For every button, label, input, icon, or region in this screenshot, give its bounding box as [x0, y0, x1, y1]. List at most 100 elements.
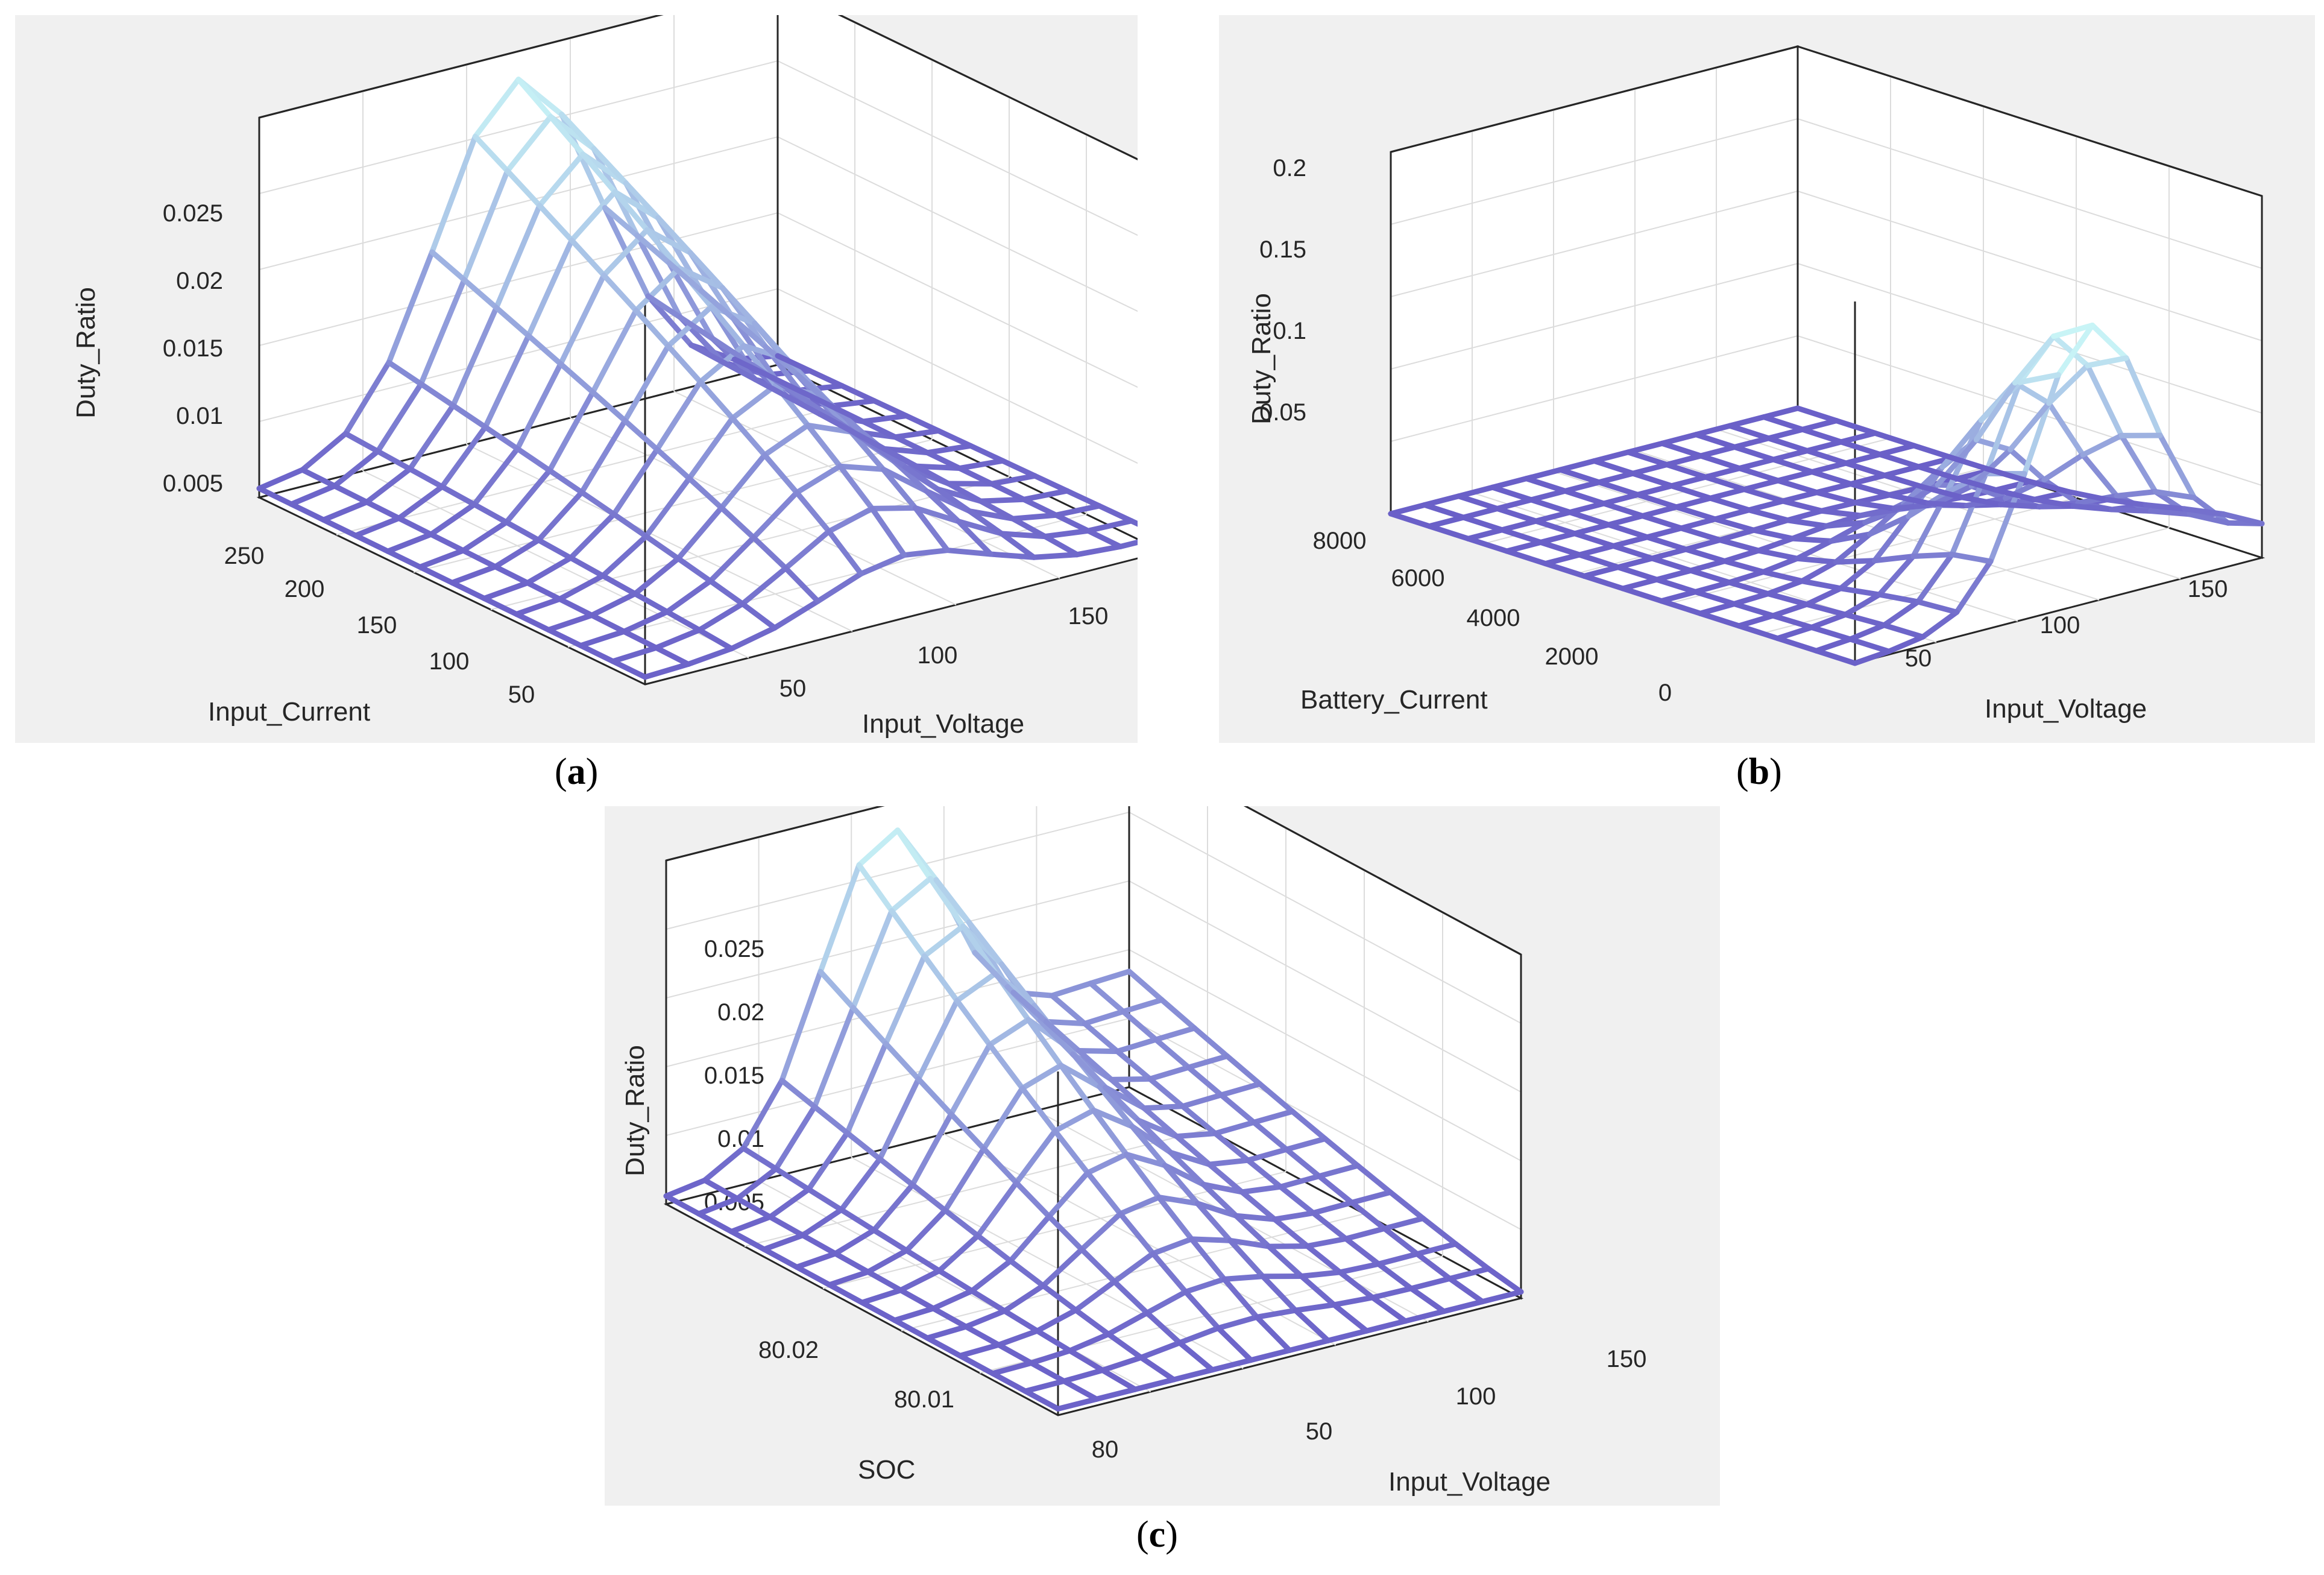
surface-mesh-line — [1085, 528, 1123, 549]
x-tick-label: 150 — [1068, 603, 1109, 630]
box-edge — [259, 15, 664, 119]
surface-mesh-line — [924, 450, 963, 472]
surface-mesh-line — [493, 537, 541, 570]
surface-mesh-line — [839, 1207, 877, 1233]
surface-mesh-line — [2220, 511, 2265, 526]
surface-mesh-line — [663, 1193, 702, 1217]
surface-mesh-line — [1114, 1049, 1153, 1082]
surface-mesh-line — [1212, 1131, 1251, 1163]
surface-mesh-line — [924, 443, 974, 456]
surface-mesh-line — [719, 452, 767, 511]
surface-mesh-line — [1799, 578, 1844, 592]
surface-mesh-line — [591, 146, 629, 186]
surface-mesh-line — [936, 1233, 981, 1274]
surface-mesh-line — [927, 876, 966, 929]
surface-mesh-line — [2182, 506, 2226, 517]
surface-mesh-line — [1800, 426, 1844, 445]
surface-mesh-line — [871, 398, 909, 419]
x-tick-label: 150 — [2188, 576, 2228, 602]
surface-mesh-line — [1010, 990, 1049, 1024]
surface-mesh-line — [1592, 458, 1636, 476]
surface-mesh-line — [1426, 514, 1466, 529]
surface-mesh-line — [1046, 1170, 1091, 1219]
surface-mesh-line — [1221, 1274, 1266, 1282]
surface-mesh-line — [921, 953, 960, 1004]
surface-mesh-line — [1034, 1328, 1073, 1354]
z-tick-label: 0.05 — [1259, 399, 1306, 426]
z-tick-label: 0.025 — [163, 200, 223, 227]
surface-mesh-line — [1523, 476, 1568, 494]
surface-mesh-line — [1088, 980, 1126, 1015]
surface-mesh-line — [1091, 1107, 1129, 1157]
surface-mesh-line — [954, 998, 993, 1048]
surface-mesh-line — [837, 463, 875, 511]
surface-mesh-line — [1959, 494, 2004, 508]
surface-mesh-line — [978, 496, 1027, 504]
surface-mesh-line — [1129, 518, 1138, 527]
surface-mesh-line — [1028, 1360, 1067, 1384]
surface-mesh-line — [1408, 1275, 1453, 1292]
surface-mesh-line — [892, 428, 942, 440]
surface-mesh-line — [2051, 333, 2091, 368]
surface-mesh-line — [1784, 517, 1829, 529]
surface-mesh-line — [1049, 980, 1094, 999]
surface-mesh-line — [450, 305, 499, 408]
surface-mesh-line — [1064, 488, 1102, 509]
surface-mesh-line — [686, 475, 725, 511]
surface-mesh-line — [1649, 546, 1689, 561]
surface-mesh-line — [913, 463, 963, 472]
surface-mesh-line — [1814, 490, 1859, 506]
surface-mesh-line — [966, 919, 1004, 967]
surface-mesh-line — [1305, 1236, 1349, 1249]
surface-mesh-line — [1658, 589, 1698, 604]
surface-mesh-line — [449, 564, 499, 585]
surface-mesh-line — [1572, 522, 1611, 537]
surface-mesh-line — [1168, 1149, 1206, 1187]
surface-mesh-line — [524, 580, 562, 602]
surface-mesh-line — [321, 499, 370, 523]
surface-mesh-line — [1853, 500, 1897, 511]
surface-mesh-line — [407, 466, 445, 490]
grid-line — [777, 136, 1138, 312]
surface-mesh-line — [1058, 1062, 1103, 1090]
surface-mesh-line — [471, 502, 509, 525]
surface-mesh-line — [2118, 432, 2158, 494]
surface-mesh-line — [1441, 1299, 1485, 1315]
surface-mesh-line — [342, 431, 381, 454]
surface-plot-b: 0.20.150.10.058000600040002000050100150 … — [1247, 45, 2266, 724]
surface-mesh-line — [850, 1005, 889, 1047]
surface-mesh-line — [654, 446, 692, 481]
grid-line — [744, 1129, 1208, 1247]
surface-mesh-line — [1543, 552, 1582, 567]
surface-mesh-line — [767, 1186, 811, 1220]
surface-mesh-line — [288, 501, 327, 523]
surface-mesh-line — [1402, 1308, 1447, 1324]
grid-line — [1797, 263, 2263, 414]
surface-mesh-line — [1697, 610, 1742, 629]
surface-mesh-line — [948, 1042, 993, 1117]
surface-mesh-line — [1079, 1246, 1117, 1284]
surface-mesh-line — [1042, 534, 1080, 558]
surface-mesh-line — [1809, 611, 1848, 630]
surface-mesh-line — [643, 475, 692, 539]
surface-mesh-line — [364, 466, 413, 505]
surface-mesh-line — [1625, 449, 1670, 468]
surface-mesh-line — [987, 551, 1037, 560]
surface-mesh-line — [353, 532, 391, 554]
surface-mesh-line — [482, 333, 532, 430]
surface-mesh-line — [643, 533, 681, 561]
surface-mesh-line — [794, 463, 843, 496]
y-tick-label: 200 — [285, 576, 325, 602]
surface-mesh-line — [1271, 1210, 1316, 1222]
surface-mesh-line — [1215, 1314, 1260, 1331]
surface-mesh-line — [256, 485, 294, 507]
surface-mesh-line — [1920, 609, 1960, 640]
surface-mesh-line — [2089, 322, 2129, 361]
surface-mesh-line — [558, 273, 607, 367]
surface-mesh-line — [2080, 432, 2124, 458]
y-tick-label: 50 — [508, 681, 535, 708]
surface-mesh-line — [1180, 1092, 1224, 1109]
surface-mesh-line — [1848, 472, 1888, 487]
grid-line — [1129, 1018, 1522, 1230]
surface-mesh-line — [740, 601, 778, 631]
